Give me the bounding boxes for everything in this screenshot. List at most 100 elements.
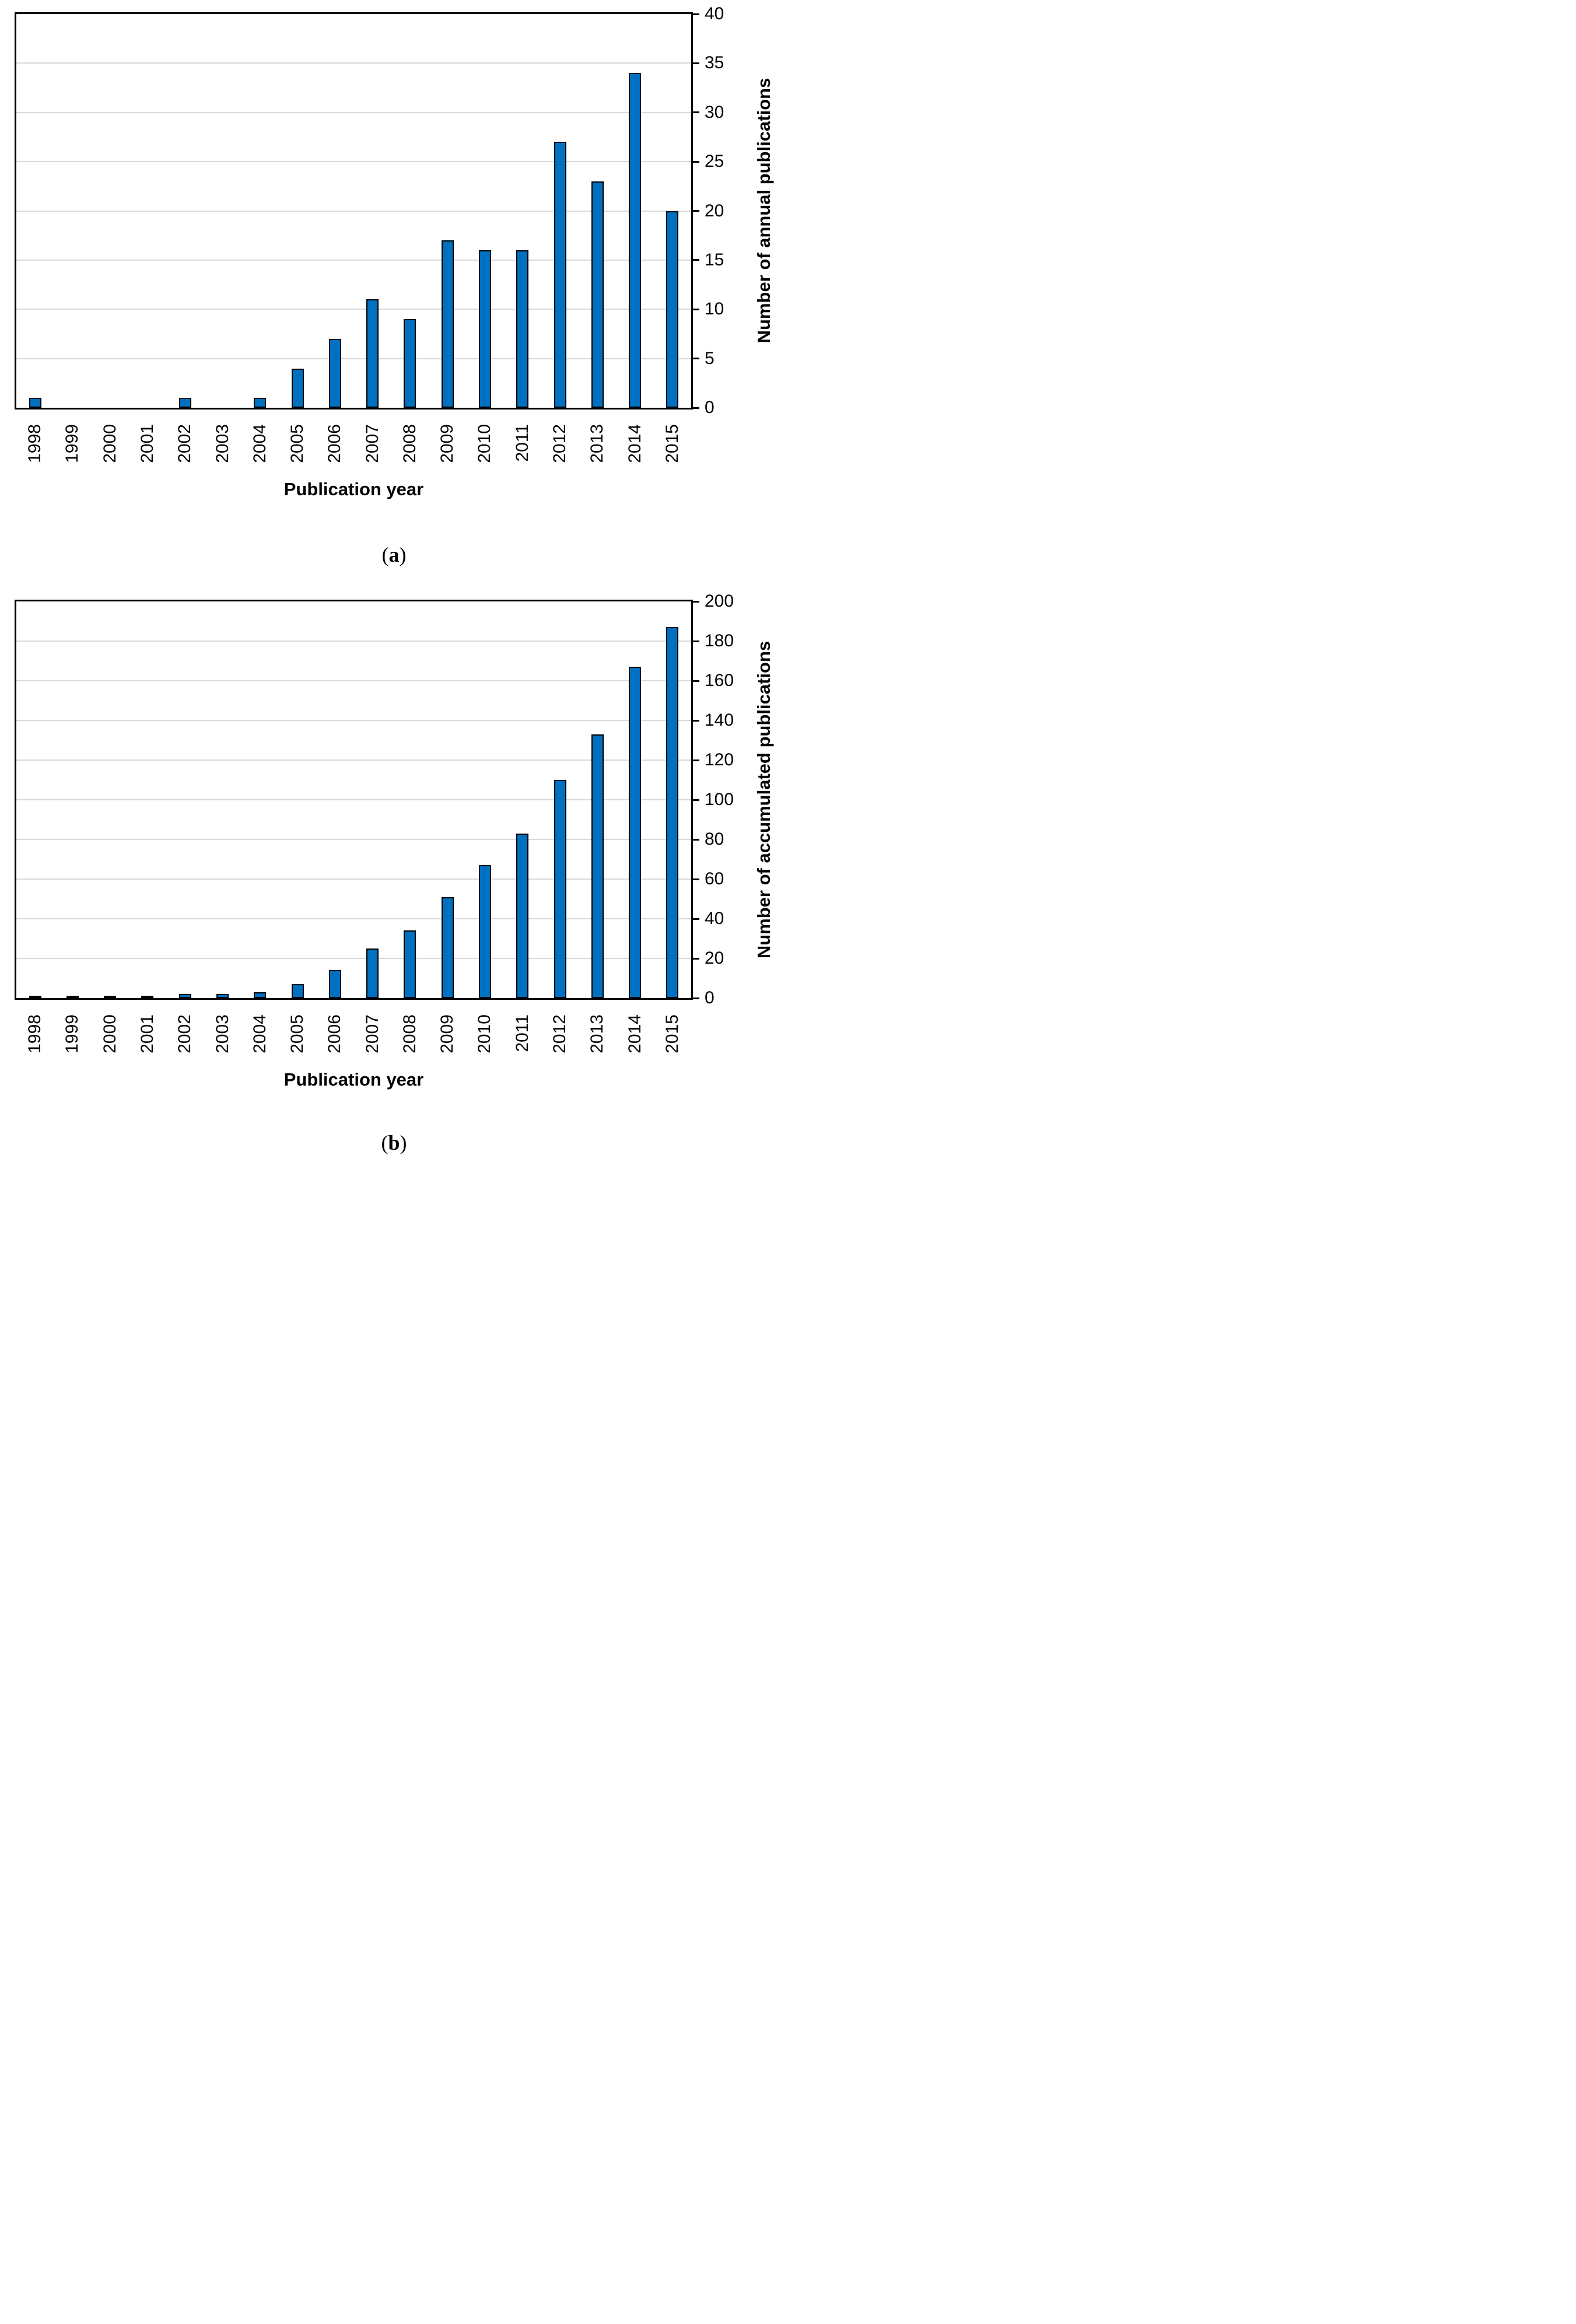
x-tick-label: 2005 [288,1014,307,1054]
x-tick-label: 2003 [212,1014,232,1054]
bar-2012 [554,780,566,998]
gridline [16,958,691,959]
bar-1998 [29,398,41,408]
x-tick-label: 2009 [437,424,457,463]
x-tick-label: 2001 [137,1014,157,1054]
x-tick-label: 2001 [137,424,157,463]
bar-1999 [66,996,79,998]
bar-2011 [516,250,529,408]
gridline [16,720,691,721]
plot-area-a [15,12,693,410]
bar-2002 [178,398,191,408]
x-tick-label: 2002 [175,424,195,463]
x-tick-label: 2007 [362,1014,382,1054]
figure-publication-trends: Number of annual publications Publicatio… [0,0,788,1162]
bar-2000 [104,996,117,998]
x-tick-label: 2012 [550,424,570,463]
bar-2001 [141,996,154,998]
y-tick-label: 10 [705,299,724,319]
caption-a-open: ( [381,543,389,566]
caption-a-close: ) [399,543,407,566]
x-axis-title-a: Publication year [283,479,424,499]
caption-a: (a) [0,544,788,566]
x-tick-label: 2014 [625,424,645,463]
x-tick-label: 2000 [100,424,120,463]
y-tick-mark [693,259,699,261]
gridline [16,210,691,212]
x-tick-label: 2014 [625,1014,645,1054]
gridline [16,839,691,840]
y-tick-mark [693,111,699,114]
y-tick-mark [693,210,699,212]
bar-2014 [629,73,642,408]
bar-2002 [178,994,191,998]
y-tick-mark [693,13,699,15]
x-tick-label: 2008 [400,424,419,463]
bar-2007 [366,949,379,998]
y-tick-label: 100 [705,790,734,809]
bar-2009 [441,897,454,998]
x-tick-label: 1999 [62,424,82,463]
gridline [16,111,691,113]
x-tick-label: 2007 [362,424,382,463]
y-tick-mark [693,918,699,920]
bar-2004 [254,398,267,408]
gridline [16,799,691,800]
y-tick-label: 20 [705,201,724,220]
x-tick-label: 2010 [475,424,495,463]
panel-a: Number of annual publications Publicatio… [0,0,788,581]
x-tick-label: 2011 [512,424,532,462]
bar-1998 [29,996,41,998]
x-tick-label: 2008 [400,1014,419,1054]
bar-2013 [591,181,604,408]
gridline [16,358,691,359]
y-axis-title-b: Number of accumulated publications [754,640,774,959]
gridline [16,760,691,761]
x-tick-label: 2002 [175,1014,195,1054]
y-tick-mark [693,308,699,310]
bar-2015 [666,627,679,998]
x-axis-title-b: Publication year [283,1069,424,1090]
x-tick-label: 2011 [512,1014,532,1052]
x-tick-label: 1998 [25,424,45,463]
bar-2008 [404,319,416,408]
y-tick-label: 140 [705,710,734,730]
y-tick-label: 0 [705,398,715,417]
bar-2009 [441,240,454,408]
y-tick-mark [693,957,699,960]
bar-2008 [404,930,416,998]
gridline [16,640,691,642]
y-tick-label: 30 [705,102,724,122]
bar-2006 [328,338,341,408]
caption-b-close: ) [400,1131,407,1154]
bar-2006 [328,970,341,998]
y-tick-label: 25 [705,152,724,172]
y-tick-label: 35 [705,53,724,73]
x-tick-label: 2013 [587,1014,607,1054]
x-tick-label: 2004 [250,1014,269,1054]
y-tick-label: 40 [705,909,724,928]
bar-2014 [629,667,642,998]
x-tick-label: 2003 [212,424,232,463]
bar-2015 [666,211,679,408]
x-tick-label: 2005 [288,424,307,463]
y-tick-label: 0 [705,988,715,1007]
y-tick-label: 5 [705,348,715,368]
gridline [16,918,691,919]
y-tick-label: 200 [705,592,734,611]
plot-area-b [15,600,693,1000]
bar-2012 [554,142,566,408]
gridline [16,259,691,261]
y-tick-mark [693,160,699,163]
bar-2005 [291,368,304,408]
bar-2005 [291,984,304,998]
x-tick-label: 1999 [62,1014,82,1054]
y-tick-mark [693,759,699,761]
bar-2013 [591,734,604,998]
y-tick-label: 40 [705,4,724,23]
y-tick-mark [693,358,699,360]
y-tick-mark [693,640,699,642]
x-tick-label: 2015 [662,424,682,463]
y-tick-mark [693,719,699,722]
x-tick-label: 2004 [250,424,269,463]
